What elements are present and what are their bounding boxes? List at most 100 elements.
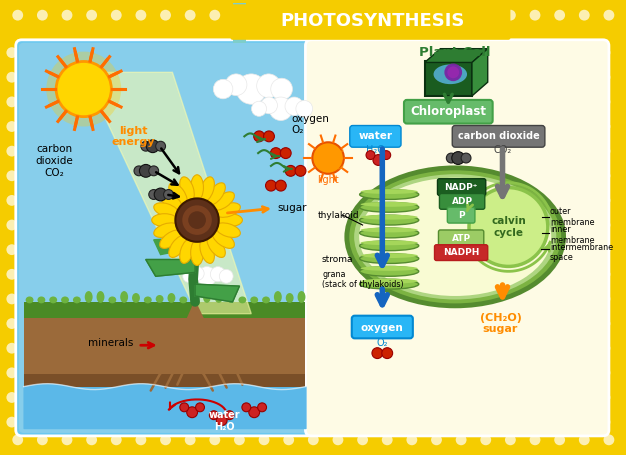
Text: inner
membrane: inner membrane <box>550 225 594 245</box>
Ellipse shape <box>359 215 419 225</box>
Circle shape <box>257 74 280 98</box>
Circle shape <box>382 151 391 160</box>
FancyBboxPatch shape <box>352 316 413 339</box>
Circle shape <box>382 435 393 445</box>
Circle shape <box>600 368 610 378</box>
Circle shape <box>284 435 294 445</box>
Circle shape <box>600 220 610 230</box>
Ellipse shape <box>191 240 203 265</box>
Ellipse shape <box>154 223 178 238</box>
Ellipse shape <box>361 279 418 283</box>
Ellipse shape <box>227 295 235 303</box>
Ellipse shape <box>297 291 305 303</box>
Circle shape <box>190 267 204 280</box>
Circle shape <box>600 121 610 132</box>
Circle shape <box>312 142 344 174</box>
Circle shape <box>182 205 212 235</box>
Circle shape <box>372 348 382 359</box>
Circle shape <box>197 267 217 286</box>
Circle shape <box>13 435 23 445</box>
Circle shape <box>275 180 286 191</box>
Ellipse shape <box>73 291 81 303</box>
Circle shape <box>234 435 245 445</box>
Circle shape <box>154 188 167 201</box>
Text: intermembrane
space: intermembrane space <box>550 243 613 263</box>
Ellipse shape <box>239 291 246 303</box>
FancyBboxPatch shape <box>438 179 486 196</box>
Circle shape <box>258 403 267 412</box>
FancyBboxPatch shape <box>439 193 485 209</box>
Circle shape <box>149 166 158 176</box>
Circle shape <box>86 10 97 20</box>
Circle shape <box>446 153 456 163</box>
Circle shape <box>600 195 610 206</box>
Circle shape <box>366 151 375 160</box>
Ellipse shape <box>207 183 225 205</box>
Ellipse shape <box>26 293 34 303</box>
Polygon shape <box>154 237 195 255</box>
Circle shape <box>86 435 97 445</box>
Text: oxygen: oxygen <box>361 323 404 333</box>
Circle shape <box>180 403 188 412</box>
Ellipse shape <box>132 297 140 303</box>
Ellipse shape <box>38 293 45 303</box>
Circle shape <box>242 403 251 412</box>
FancyBboxPatch shape <box>350 126 401 147</box>
Text: carbon
dioxide
CO₂: carbon dioxide CO₂ <box>35 144 73 177</box>
Circle shape <box>149 190 158 199</box>
Circle shape <box>600 293 610 304</box>
Circle shape <box>579 10 590 20</box>
Circle shape <box>156 142 165 151</box>
Circle shape <box>210 267 225 282</box>
Circle shape <box>357 10 368 20</box>
Text: stroma: stroma <box>321 255 352 264</box>
Text: water: water <box>359 131 393 142</box>
Circle shape <box>373 155 384 166</box>
Ellipse shape <box>361 228 418 233</box>
Ellipse shape <box>180 239 194 263</box>
Bar <box>24 302 305 318</box>
Text: NADPH: NADPH <box>443 248 480 257</box>
Circle shape <box>209 10 220 20</box>
FancyBboxPatch shape <box>448 207 475 223</box>
Circle shape <box>6 47 18 58</box>
Circle shape <box>252 101 267 116</box>
Ellipse shape <box>85 295 93 303</box>
Polygon shape <box>146 259 195 276</box>
Circle shape <box>6 244 18 255</box>
Circle shape <box>603 10 614 20</box>
Text: grana
(stack of thylakoids): grana (stack of thylakoids) <box>322 269 404 289</box>
Circle shape <box>308 435 319 445</box>
Circle shape <box>236 74 267 104</box>
Ellipse shape <box>361 215 418 220</box>
Circle shape <box>264 131 274 142</box>
Circle shape <box>600 343 610 354</box>
FancyBboxPatch shape <box>16 40 314 436</box>
Ellipse shape <box>217 214 242 227</box>
Circle shape <box>140 164 152 177</box>
Circle shape <box>452 152 464 164</box>
Ellipse shape <box>160 230 182 248</box>
Circle shape <box>6 146 18 157</box>
Circle shape <box>6 417 18 428</box>
Circle shape <box>600 269 610 280</box>
Ellipse shape <box>215 291 223 303</box>
Circle shape <box>600 244 610 255</box>
Ellipse shape <box>144 293 151 303</box>
Text: water
H₂O: water H₂O <box>209 410 240 432</box>
Circle shape <box>505 10 516 20</box>
Circle shape <box>188 211 206 229</box>
Circle shape <box>357 435 368 445</box>
Text: Chloroplast: Chloroplast <box>410 105 486 118</box>
Circle shape <box>456 10 466 20</box>
Circle shape <box>461 153 471 163</box>
Circle shape <box>280 148 291 158</box>
Bar <box>24 387 305 428</box>
Circle shape <box>600 146 610 157</box>
Circle shape <box>6 195 18 206</box>
Ellipse shape <box>359 279 419 289</box>
Circle shape <box>6 343 18 354</box>
Circle shape <box>332 435 344 445</box>
Circle shape <box>209 435 220 445</box>
Text: ATP: ATP <box>451 234 471 243</box>
